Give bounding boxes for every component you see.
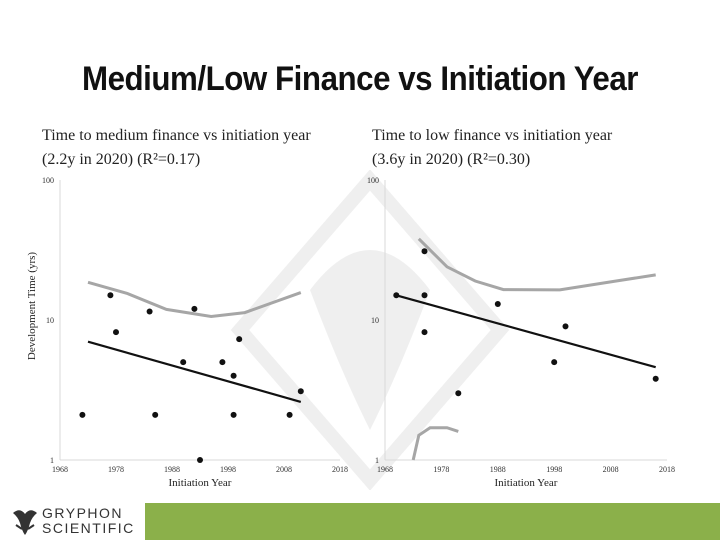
- logo-line2: SCIENTIFIC: [42, 520, 135, 536]
- x-tick-label: 2008: [603, 465, 619, 474]
- x-tick-label: 1968: [377, 465, 393, 474]
- data-point: [297, 388, 304, 395]
- data-point: [180, 359, 187, 366]
- data-point: [191, 305, 198, 312]
- chart-title-low-line1: Time to low finance vs initiation year: [372, 127, 613, 144]
- x-tick-label: 1998: [546, 465, 562, 474]
- x-tick-label: 1978: [108, 465, 124, 474]
- chart-medium-finance: 1 10 100 1968 1978 1988 1998 2008 2018 Initiation…: [42, 176, 348, 489]
- x-tick-label: 1968: [52, 465, 68, 474]
- chart-title-medium: Time to medium finance vs initiation yea…: [42, 124, 311, 172]
- data-point: [113, 329, 119, 336]
- y-tick-label: 1: [375, 456, 379, 465]
- x-tick-label: 1988: [490, 465, 506, 474]
- data-point: [562, 323, 569, 330]
- chart-title-medium-line2: (2.2y in 2020) (R²=0.17): [42, 151, 201, 168]
- y-tick-label: 100: [42, 176, 54, 185]
- chart-low-finance: 1 10 100 1968 1978 1988 1998 2008 2018 Initiation…: [367, 176, 675, 489]
- data-point: [230, 411, 237, 418]
- data-point: [146, 308, 153, 315]
- x-tick-label: 1978: [433, 465, 449, 474]
- data-point: [652, 375, 659, 382]
- data-point: [421, 248, 428, 255]
- logo-line1: GRYPHON: [42, 505, 124, 521]
- y-tick-label: 1: [50, 456, 54, 465]
- x-tick-label: 2008: [276, 465, 292, 474]
- x-tick-label: 1998: [220, 465, 236, 474]
- chart-title-low-line2: (3.6y in 2020) (R²=0.30): [372, 151, 531, 168]
- x-axis-label: Initiation Year: [169, 477, 232, 489]
- x-tick-label: 2018: [332, 465, 348, 474]
- trend-line: [396, 294, 656, 369]
- page-title: Medium/Low Finance vs Initiation Year: [82, 60, 638, 98]
- chart-title-low: Time to low finance vs initiation year (…: [372, 124, 612, 172]
- trend-line: [87, 340, 302, 403]
- chart-title-medium-line1: Time to medium finance vs initiation yea…: [42, 127, 311, 144]
- y-tick-label: 10: [371, 316, 379, 325]
- data-point: [393, 292, 400, 299]
- data-point: [230, 372, 237, 379]
- data-point: [286, 411, 293, 418]
- watermark-logo: [230, 170, 510, 490]
- gryphon-logo-icon: [13, 510, 37, 535]
- data-point: [421, 329, 428, 336]
- data-point: [236, 336, 243, 343]
- company-logo-text: GRYPHON SCIENTIFIC: [42, 506, 135, 536]
- data-point: [455, 390, 462, 397]
- data-point: [152, 411, 159, 418]
- data-point: [107, 292, 114, 299]
- upper-bound-line: [417, 237, 656, 292]
- data-point: [494, 301, 501, 307]
- x-axis-label: Initiation Year: [495, 477, 558, 489]
- data-point: [79, 411, 86, 418]
- upper-bound-line: [87, 280, 302, 319]
- y-tick-label: 100: [367, 176, 379, 185]
- lower-bound-line: [411, 426, 459, 461]
- y-tick-label: 10: [46, 316, 54, 325]
- data-point: [551, 359, 558, 366]
- data-point: [421, 292, 428, 299]
- data-point: [219, 359, 226, 366]
- data-point: [197, 457, 203, 463]
- x-tick-label: 2018: [659, 465, 675, 474]
- x-tick-label: 1988: [164, 465, 180, 474]
